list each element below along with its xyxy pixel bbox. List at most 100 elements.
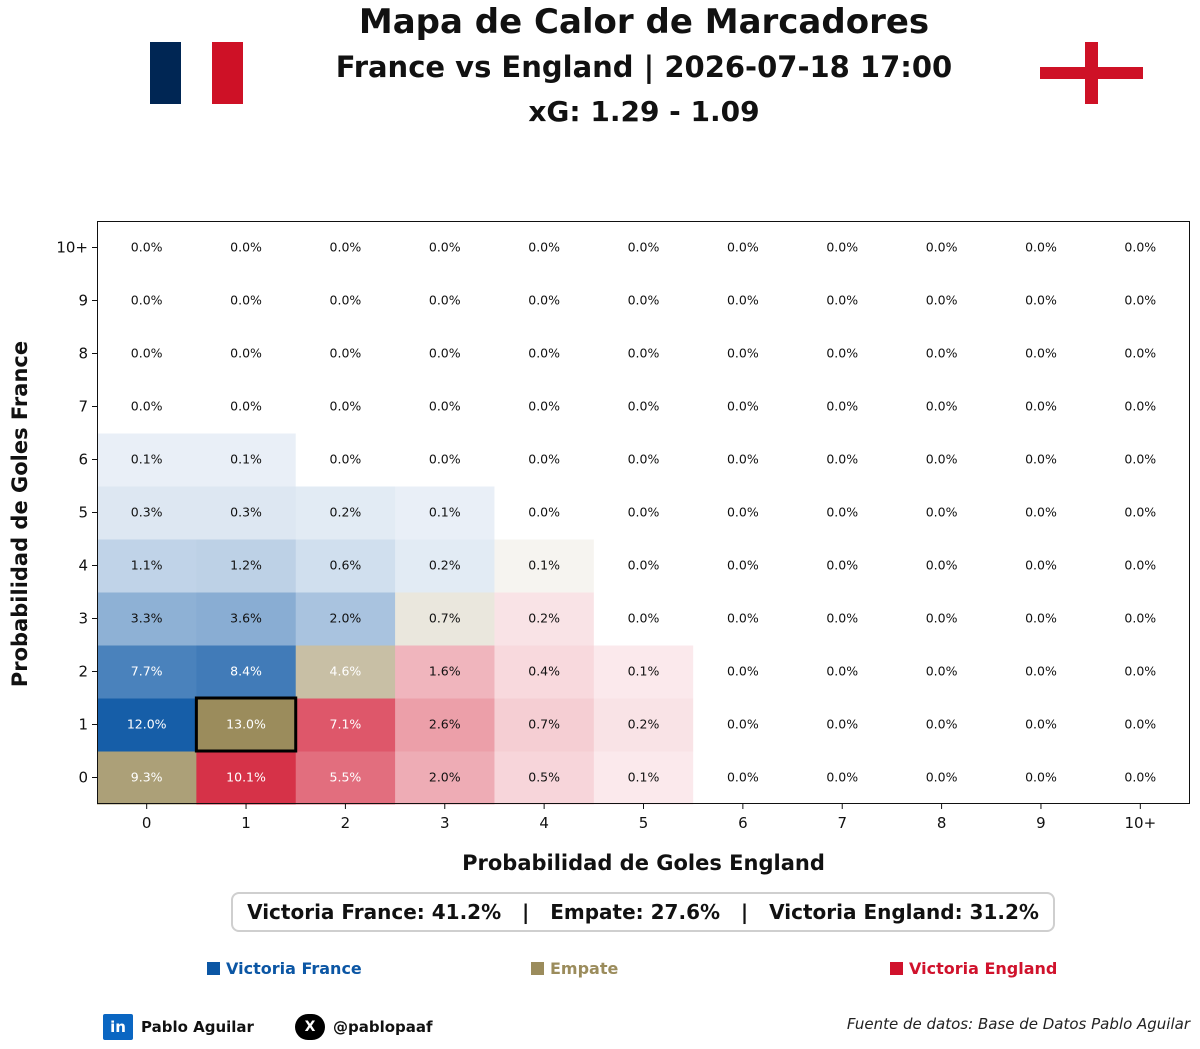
cell-value-label: 0.0% — [926, 346, 958, 361]
cell-value-label: 9.3% — [131, 770, 163, 785]
heatmap-cell — [693, 380, 794, 434]
heatmap-cell — [395, 327, 495, 381]
cell-value-label: 0.1% — [230, 452, 262, 467]
legend-home-win: Victoria France — [207, 959, 362, 978]
cell-value-label: 0.0% — [926, 293, 958, 308]
heatmap-cell — [295, 274, 396, 328]
cell-value-label: 0.0% — [1124, 452, 1156, 467]
england-flag-icon — [1040, 42, 1143, 104]
cell-value-label: 0.0% — [826, 770, 858, 785]
cell-value-label: 0.0% — [528, 346, 560, 361]
heatmap-cell — [991, 751, 1092, 805]
legend-home-label: Victoria France — [226, 959, 362, 978]
cell-value-label: 0.0% — [926, 558, 958, 573]
heatmap-cell — [97, 274, 197, 328]
cell-value-label: 0.0% — [727, 240, 759, 255]
heatmap-cell — [494, 539, 595, 593]
heatmap-cell — [494, 221, 595, 275]
heatmap-cell — [295, 698, 396, 752]
heatmap-cell — [1090, 751, 1191, 805]
heatmap-cell — [395, 698, 495, 752]
cell-value-label: 1.6% — [429, 664, 461, 679]
heatmap-cell — [991, 433, 1092, 487]
y-tick-label: 3 — [78, 610, 88, 628]
heatmap-cell — [295, 221, 396, 275]
heatmap-cell — [792, 274, 893, 328]
y-tick-label: 1 — [78, 716, 88, 734]
heatmap-cell — [891, 698, 992, 752]
x-tick-label: 4 — [539, 814, 549, 832]
cell-value-label: 0.6% — [330, 558, 362, 573]
heatmap-cell — [196, 274, 297, 328]
cell-value-label: 0.0% — [727, 293, 759, 308]
x-tick-label: 3 — [440, 814, 450, 832]
x-tick-label: 7 — [837, 814, 847, 832]
heatmap-cell — [891, 380, 992, 434]
cell-value-label: 0.0% — [926, 611, 958, 626]
heatmap-cell — [494, 645, 595, 699]
heatmap-cell — [196, 327, 297, 381]
heatmap-cell — [1090, 698, 1191, 752]
heatmap-cell — [196, 433, 297, 487]
heatmap-cell — [1090, 380, 1191, 434]
legend-draw: Empate — [531, 959, 618, 978]
cell-value-label: 0.7% — [528, 717, 560, 732]
x-tick-label: 1 — [241, 814, 251, 832]
cell-value-label: 0.0% — [727, 664, 759, 679]
data-source-note: Fuente de datos: Base de Datos Pablo Agu… — [846, 1015, 1190, 1033]
cell-value-label: 0.0% — [1124, 399, 1156, 414]
linkedin-credit[interactable]: in Pablo Aguilar — [103, 1013, 254, 1041]
cell-value-label: 0.2% — [330, 505, 362, 520]
cell-value-label: 0.0% — [727, 452, 759, 467]
heatmap-cell — [494, 380, 595, 434]
cell-value-label: 0.3% — [131, 505, 163, 520]
cell-value-label: 0.0% — [528, 505, 560, 520]
highlighted-cell-border — [194, 696, 298, 753]
cell-value-label: 0.0% — [330, 346, 362, 361]
cell-value-label: 5.5% — [330, 770, 362, 785]
heatmap-cell — [991, 698, 1092, 752]
heatmap-cell — [97, 221, 197, 275]
x-tick-label: 10+ — [1124, 814, 1156, 832]
heatmap-cell — [395, 274, 495, 328]
heatmap-cell — [494, 592, 595, 646]
heatmap-cell — [792, 751, 893, 805]
heatmap-cell — [693, 274, 794, 328]
heatmap-cell — [494, 698, 595, 752]
y-tick-label: 4 — [78, 557, 88, 575]
heatmap-cell — [295, 539, 396, 593]
cell-value-label: 0.1% — [131, 452, 163, 467]
cell-value-label: 0.0% — [1124, 664, 1156, 679]
cell-value-label: 0.0% — [1025, 558, 1057, 573]
cell-value-label: 0.0% — [826, 664, 858, 679]
cell-value-label: 0.0% — [429, 293, 461, 308]
legend-draw-label: Empate — [550, 959, 619, 978]
legend-square-icon — [890, 962, 903, 975]
cell-value-label: 0.0% — [628, 346, 660, 361]
x-credit[interactable]: X @pablopaaf — [295, 1013, 433, 1041]
cell-value-label: 0.0% — [528, 399, 560, 414]
x-tick-label: 8 — [937, 814, 947, 832]
cell-value-label: 0.0% — [528, 452, 560, 467]
home-win-summary: Victoria France: 41.2% — [247, 900, 502, 924]
heatmap-cell — [395, 592, 495, 646]
y-tick-label: 0 — [78, 769, 88, 787]
heatmap-cell — [792, 327, 893, 381]
heatmap-cell — [395, 221, 495, 275]
cell-value-label: 0.4% — [528, 664, 560, 679]
heatmap-cell — [593, 539, 694, 593]
cell-value-label: 2.6% — [429, 717, 461, 732]
cell-value-label: 0.0% — [429, 452, 461, 467]
cell-value-label: 0.0% — [826, 717, 858, 732]
heatmap-cell — [196, 539, 297, 593]
cell-value-label: 0.0% — [230, 240, 262, 255]
heatmap-cell — [991, 539, 1092, 593]
cell-value-label: 0.0% — [727, 558, 759, 573]
cell-value-label: 0.7% — [429, 611, 461, 626]
heatmap-cell — [295, 327, 396, 381]
cell-value-label: 0.0% — [131, 293, 163, 308]
cell-value-label: 7.7% — [131, 664, 163, 679]
heatmap-cell — [295, 645, 396, 699]
cell-value-label: 0.0% — [330, 293, 362, 308]
x-axis-label: Probabilidad de Goles England — [462, 851, 825, 875]
